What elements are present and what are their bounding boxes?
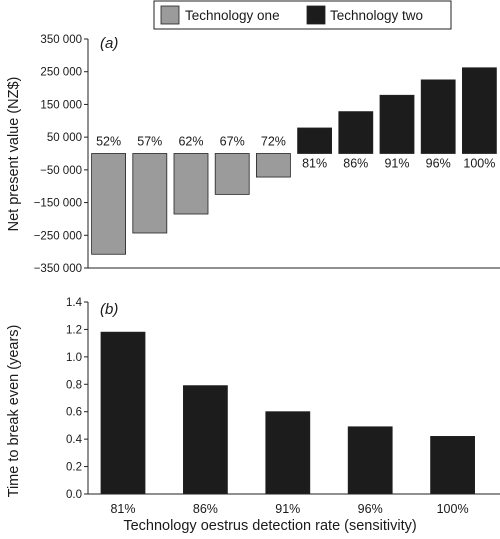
panel-a-bar-label: 81% bbox=[302, 157, 327, 171]
panel-b-y-tick-label: 1.2 bbox=[66, 324, 82, 336]
panel-a-letter: (a) bbox=[100, 35, 118, 52]
panel-b: (b) Time to break even (years) 0.0 0.2 0.4… bbox=[6, 297, 500, 534]
panel-a-bar bbox=[338, 111, 374, 154]
panel-a-bar-label: 96% bbox=[426, 157, 451, 171]
panel-b-y-axis-label: Time to break even (years) bbox=[6, 325, 22, 498]
legend-label-technology-one: Technology one bbox=[185, 8, 280, 23]
panel-a-bar bbox=[420, 79, 456, 154]
panel-a-bar bbox=[132, 153, 168, 234]
panel-a-bar-label: 86% bbox=[343, 157, 368, 171]
panel-b-x-tick-label: 81% bbox=[110, 502, 135, 516]
panel-a-bar-label: 72% bbox=[261, 135, 286, 149]
panel-a-bars bbox=[91, 67, 497, 255]
panel-a-bar bbox=[214, 153, 250, 195]
panel-a-bar-label: 52% bbox=[96, 135, 121, 149]
legend-swatch-technology-two bbox=[306, 5, 326, 25]
panel-b-x-tick-label: 86% bbox=[193, 502, 218, 516]
panel-a-bar-label: 100% bbox=[463, 157, 495, 171]
legend-label-technology-two: Technology two bbox=[330, 8, 423, 23]
panel-b-bar bbox=[182, 385, 228, 495]
panel-a-y-tick-label: −50 000 bbox=[40, 165, 82, 177]
panel-a-bar-label: 57% bbox=[137, 135, 162, 149]
panel-a: (a) Net present value (NZ$) 350 000 250 0… bbox=[6, 34, 500, 275]
panel-b-y-tick-label: 0.8 bbox=[66, 379, 82, 391]
panel-a-y-tick-label: 250 000 bbox=[40, 67, 82, 79]
panel-a-y-tick-label: 50 000 bbox=[47, 132, 82, 144]
panel-a-bar-labels: 52% 57% 62% 67% 72% 81% 86% 91% 96% 100% bbox=[96, 135, 495, 171]
panel-a-bar-label: 67% bbox=[220, 135, 245, 149]
panel-a-axes bbox=[87, 39, 500, 269]
panel-a-bar bbox=[297, 127, 333, 154]
panel-b-x-tick-label: 100% bbox=[437, 502, 469, 516]
legend: Technology one Technology two bbox=[153, 0, 452, 30]
panel-b-y-tick-label: 1.4 bbox=[66, 297, 83, 309]
panel-b-y-tick-label: 0.0 bbox=[66, 489, 82, 501]
panel-a-bar bbox=[255, 153, 291, 178]
panel-b-y-tick-label: 0.2 bbox=[66, 462, 82, 474]
panel-a-bar bbox=[461, 67, 497, 154]
panel-b-y-tick-label: 0.4 bbox=[66, 434, 83, 446]
panel-a-bar-label: 62% bbox=[178, 135, 203, 149]
panel-b-bar bbox=[100, 331, 146, 495]
panel-a-y-tick-label: −350 000 bbox=[34, 263, 82, 275]
panel-b-bars bbox=[100, 331, 476, 495]
panel-a-y-tick-label: −150 000 bbox=[34, 198, 82, 210]
panel-a-y-axis-label: Net present value (NZ$) bbox=[6, 77, 22, 232]
panel-a-bar bbox=[91, 153, 126, 255]
panel-a-y-ticks: 350 000 250 000 150 000 50 000 −50 000 −150 0… bbox=[34, 34, 88, 275]
panel-b-y-tick-label: 0.6 bbox=[66, 407, 82, 419]
panel-b-axes bbox=[87, 302, 500, 495]
panel-b-y-tick-label: 1.0 bbox=[66, 352, 82, 364]
panel-b-x-tick-labels: 81% 86% 91% 96% 100% bbox=[110, 502, 468, 516]
legend-box bbox=[153, 0, 452, 30]
panel-b-letter: (b) bbox=[100, 301, 118, 318]
panel-a-bar-label: 91% bbox=[384, 157, 409, 171]
panel-b-y-ticks: 0.0 0.2 0.4 0.6 0.8 1.0 1.2 1.4 bbox=[66, 297, 88, 501]
panel-a-bar bbox=[173, 153, 209, 215]
panel-a-y-tick-label: 350 000 bbox=[40, 34, 82, 46]
panel-a-y-tick-label: 150 000 bbox=[40, 99, 82, 111]
legend-swatch-technology-one bbox=[160, 5, 180, 25]
panel-a-bar bbox=[379, 94, 415, 154]
panel-b-bar bbox=[265, 411, 311, 495]
panel-a-y-tick-label: −250 000 bbox=[34, 230, 82, 242]
panel-b-x-tick-label: 91% bbox=[275, 502, 300, 516]
panel-b-x-axis-label: Technology oestrus detection rate (sensi… bbox=[123, 518, 416, 534]
panel-b-x-tick-label: 96% bbox=[358, 502, 383, 516]
panel-b-bar bbox=[347, 426, 393, 495]
panel-b-bar bbox=[430, 435, 476, 495]
